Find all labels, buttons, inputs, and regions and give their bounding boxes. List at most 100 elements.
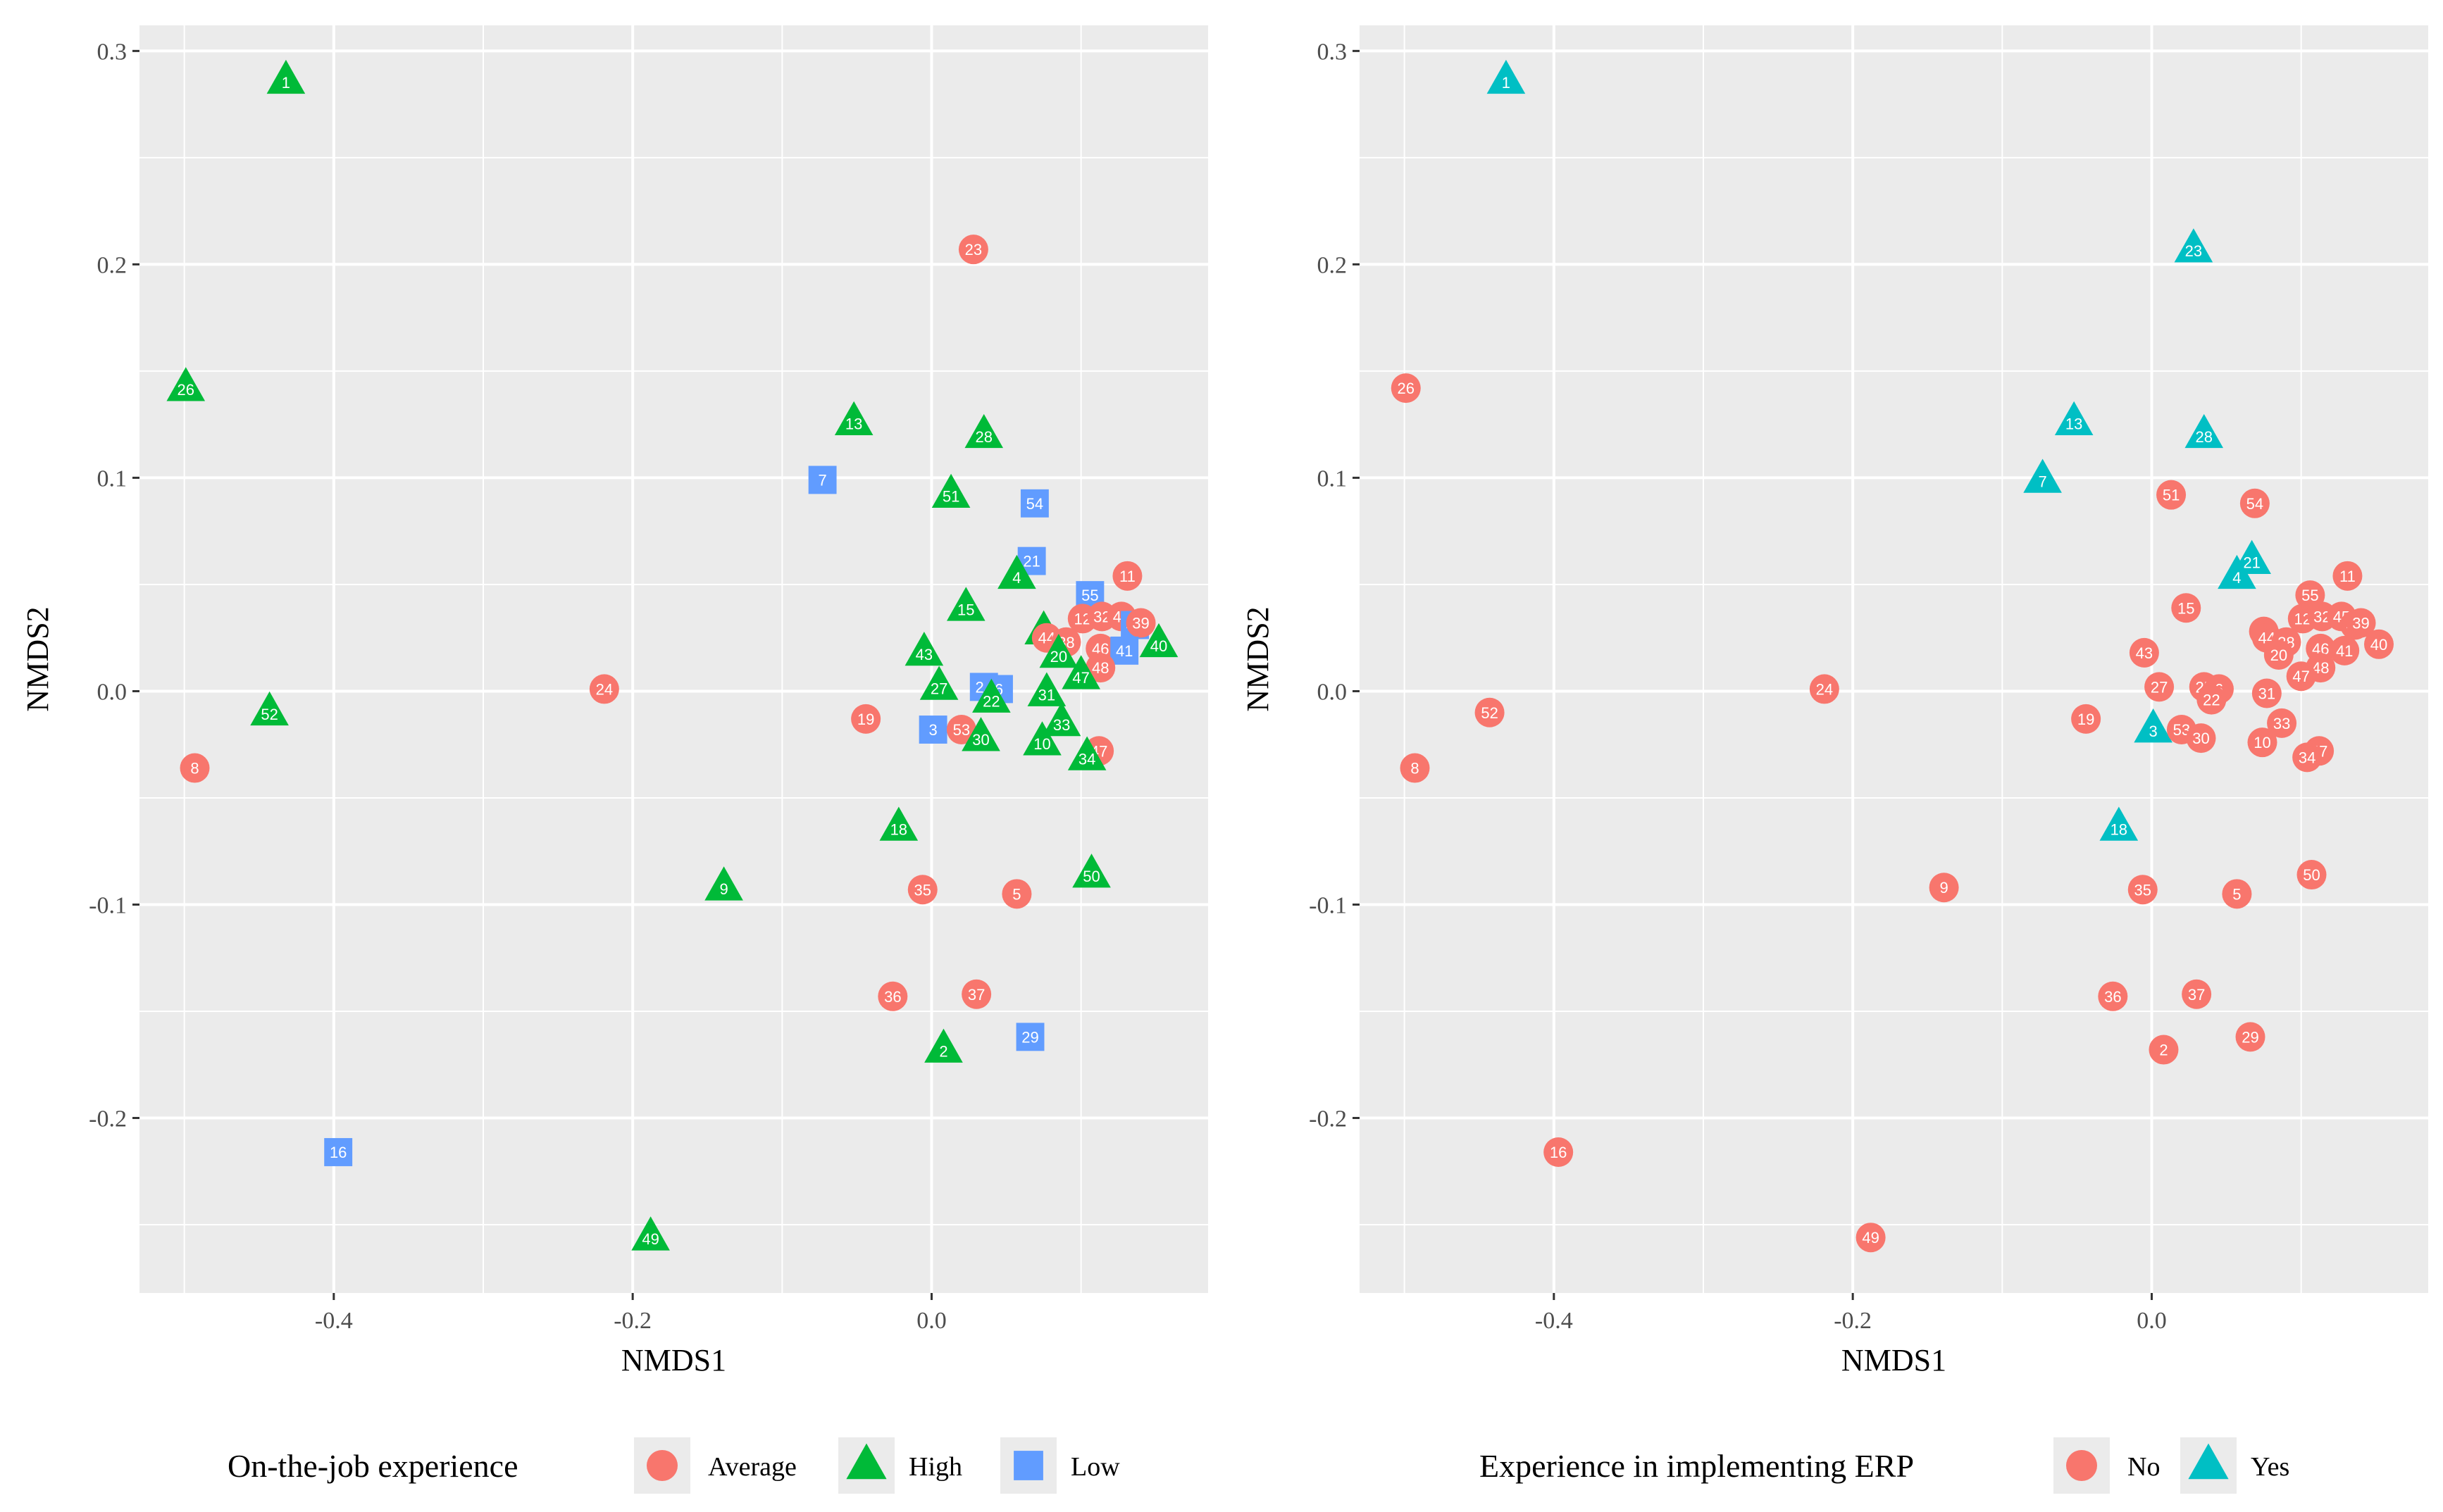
point-label: 35: [914, 881, 931, 899]
point-label: 37: [2188, 986, 2205, 1004]
data-point: 13: [834, 401, 874, 435]
point-label: 47: [1072, 669, 1089, 687]
point-label: 7: [818, 471, 826, 489]
point-label: 41: [2336, 642, 2353, 660]
point-label: 34: [2299, 749, 2315, 766]
data-point: 15: [2171, 593, 2201, 623]
data-point: 23: [2174, 228, 2213, 263]
point-label: 21: [2243, 554, 2260, 572]
point-marker-circle: [2098, 981, 2128, 1011]
point-marker-circle: [2129, 637, 2159, 668]
data-point: 43: [905, 631, 944, 666]
point-marker-circle: [180, 753, 210, 783]
data-point: 34: [1067, 736, 1107, 770]
point-marker-circle: [907, 875, 938, 905]
legend-label: High: [909, 1452, 962, 1482]
legend-entry-no: No: [2053, 1437, 2160, 1494]
point-marker-triangle: [1486, 59, 1526, 94]
point-marker-triangle: [931, 473, 971, 508]
data-point: 5: [1002, 879, 1032, 909]
point-label: 2: [939, 1043, 947, 1061]
point-label: 51: [943, 488, 959, 506]
point-label: 43: [2136, 644, 2153, 662]
data-point: 54: [2239, 488, 2270, 518]
point-label: 52: [1481, 704, 1498, 722]
point-marker-circle: [1929, 873, 1959, 903]
point-label: 20: [2270, 646, 2287, 664]
point-marker-triangle: [972, 678, 1011, 713]
point-label: 34: [1078, 750, 1095, 768]
data-point: 26: [1391, 373, 1421, 404]
point-label: 16: [1550, 1144, 1567, 1161]
point-label: 24: [1816, 680, 1833, 698]
data-point: 47: [2286, 661, 2316, 692]
data-point: 20: [2263, 639, 2294, 670]
legend-key-circle: [2066, 1450, 2097, 1481]
point-marker-triangle: [704, 866, 743, 901]
point-label: 31: [1038, 686, 1055, 704]
point-marker-circle: [2251, 678, 2282, 708]
data-point: 37: [2182, 979, 2212, 1009]
legend-entry-low: Low: [1000, 1437, 1120, 1494]
point-marker-circle: [1543, 1137, 1574, 1167]
point-label: 13: [2065, 416, 2082, 433]
data-point: 10: [1023, 721, 1062, 756]
point-marker-circle: [1086, 653, 1116, 683]
data-point: 54: [1020, 489, 1049, 518]
point-label: 43: [916, 646, 933, 663]
data-point: 3: [919, 716, 947, 744]
point-marker-circle: [2196, 685, 2227, 715]
point-label: 28: [2196, 428, 2213, 446]
point-marker-circle: [2222, 879, 2252, 909]
point-marker-circle: [2292, 742, 2323, 773]
y-tick-label: 0.0: [1317, 679, 1348, 705]
legend-title: On-the-job experience: [228, 1448, 518, 1484]
plot-panel: [1360, 25, 2428, 1293]
point-label: 33: [1053, 716, 1070, 734]
point-marker-circle: [1112, 561, 1143, 591]
point-marker-triangle: [1042, 701, 1081, 737]
point-label: 33: [2273, 715, 2290, 732]
point-marker-circle: [2263, 639, 2294, 670]
point-label: 52: [261, 706, 278, 723]
legend-title: Experience in implementing ERP: [1479, 1448, 1914, 1484]
y-tick-label: 0.3: [1317, 39, 1348, 65]
point-label: 35: [2134, 881, 2151, 899]
data-point: 33: [2267, 708, 2297, 738]
plot-panel: [139, 25, 1208, 1293]
point-label: 36: [2104, 988, 2121, 1006]
point-marker-triangle: [166, 367, 206, 401]
point-label: 10: [2254, 734, 2270, 751]
point-marker-square: [1020, 489, 1049, 518]
point-marker-square: [1016, 1023, 1045, 1051]
data-point: 16: [324, 1138, 353, 1166]
point-marker-triangle: [1027, 672, 1067, 706]
point-marker-circle: [1855, 1223, 1886, 1253]
point-label: 3: [928, 721, 937, 739]
y-tick-label: -0.2: [89, 1106, 127, 1132]
data-point: 29: [2235, 1022, 2265, 1052]
y-tick-label: -0.1: [1309, 892, 1347, 918]
point-label: 9: [1939, 879, 1948, 896]
data-point: 27: [919, 666, 959, 700]
point-marker-circle: [2182, 979, 2212, 1009]
point-marker-circle: [878, 981, 908, 1011]
data-point: 31: [1027, 672, 1067, 706]
point-label: 50: [1083, 868, 1100, 885]
data-point: 1: [1486, 59, 1526, 94]
point-label: 20: [1050, 648, 1067, 666]
data-point: 1: [266, 59, 306, 94]
data-point: 4: [2218, 554, 2256, 589]
point-marker-circle: [2330, 635, 2360, 666]
point-label: 19: [2077, 711, 2094, 728]
point-label: 2: [2159, 1042, 2168, 1059]
point-marker-triangle: [2134, 708, 2172, 743]
point-label: 29: [2242, 1028, 2258, 1046]
point-label: 10: [1033, 735, 1050, 753]
point-label: 29: [1021, 1028, 1038, 1046]
point-marker-triangle: [2023, 458, 2062, 493]
y-tick-label: 0.1: [97, 466, 128, 492]
point-marker-triangle: [919, 666, 959, 700]
point-marker-circle: [2186, 723, 2216, 754]
